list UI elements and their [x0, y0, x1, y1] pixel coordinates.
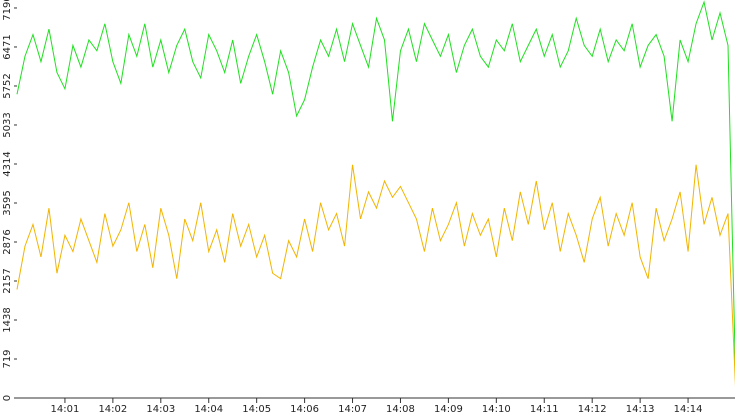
y-tick-label: 0 [2, 395, 13, 401]
y-tick-label: 7190 [2, 0, 13, 21]
y-tick-label: 719 [2, 349, 13, 368]
x-tick-label: 14:05 [242, 404, 271, 415]
x-tick-label: 14:01 [51, 404, 80, 415]
y-tick-label: 2157 [2, 268, 13, 293]
x-tick-label: 14:10 [482, 404, 511, 415]
series-line [16, 164, 735, 387]
x-tick-label: 14:02 [98, 404, 127, 415]
x-tick-label: 14:12 [578, 404, 607, 415]
y-tick-label: 6471 [2, 34, 13, 59]
x-tick-label: 14:11 [530, 404, 559, 415]
x-tick-label: 14:08 [386, 404, 415, 415]
x-tick-label: 14:09 [434, 404, 463, 415]
y-tick-label: 5752 [2, 73, 13, 98]
y-tick-label: 3595 [2, 190, 13, 215]
x-tick-label: 14:13 [626, 404, 655, 415]
x-tick-label: 14:07 [338, 404, 367, 415]
x-tick-label: 14:03 [146, 404, 175, 415]
x-tick-label: 14:06 [290, 404, 319, 415]
series-line [16, 0, 735, 376]
y-tick-label: 2876 [2, 229, 13, 254]
x-tick-label: 14:14 [674, 404, 703, 415]
x-tick-label: 14:04 [194, 404, 223, 415]
y-tick-label: 5033 [2, 112, 13, 137]
y-tick-label: 4314 [2, 151, 13, 176]
y-tick-label: 1438 [2, 307, 13, 332]
